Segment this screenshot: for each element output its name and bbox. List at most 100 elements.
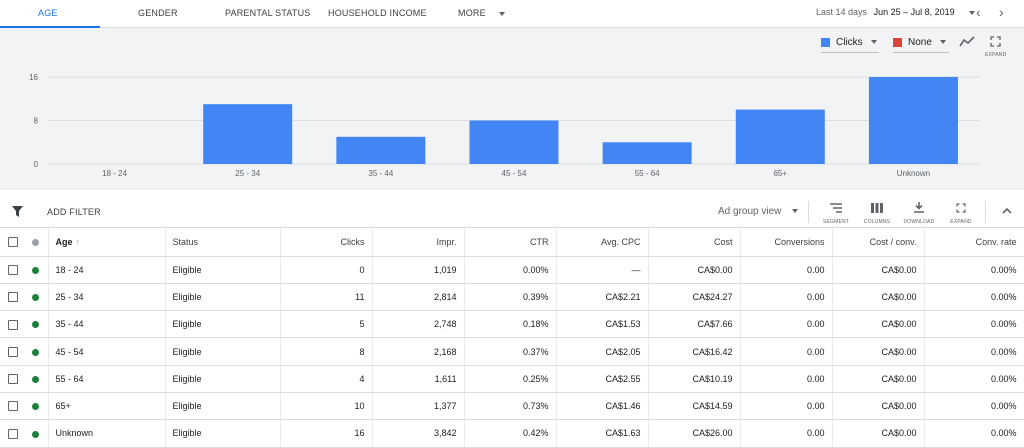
sort-ascending-icon: ↑ [75, 236, 81, 247]
row-checkbox[interactable] [8, 319, 18, 330]
x-tick-label: 65+ [773, 169, 787, 178]
conversions-cell: 0.00 [740, 283, 833, 312]
chevron-down-icon [792, 209, 799, 214]
tab-household-income[interactable]: HOUSEHOLD INCOME [328, 8, 427, 18]
y-tick-label: 8 [34, 117, 39, 126]
row-select-cell [0, 256, 24, 284]
conv-rate-cell: 0.00% [924, 337, 1024, 366]
tab-gender[interactable]: GENDER [138, 8, 178, 18]
chevron-up-icon[interactable] [1002, 207, 1012, 214]
row-checkbox[interactable] [8, 346, 18, 357]
x-tick-label: 55 - 64 [635, 169, 660, 178]
y-tick-label: 16 [29, 73, 38, 82]
ctr-cell: 0.39% [464, 283, 557, 312]
table-row: 18 - 24 Eligible 0 1,019 0.00% — CA$0.00 0.00 CA… [0, 256, 1024, 284]
column-header-cost-per-conv[interactable]: Cost / conv. [832, 228, 925, 257]
age-cell: 25 - 34 [48, 283, 166, 312]
fullscreen-icon[interactable] [990, 36, 1001, 47]
row-checkbox[interactable] [8, 428, 18, 439]
download-label: DOWNLOAD [903, 219, 935, 225]
row-status-dot-cell [24, 365, 49, 393]
chart-panel: Clicks None EXPAND 16 8 0 18 - 24 25 - 34 35 … [0, 28, 1024, 190]
row-checkbox[interactable] [8, 401, 18, 412]
status-dot-icon [32, 430, 40, 438]
conv-rate-cell: 0.00% [924, 283, 1024, 312]
status-cell: Eligible [165, 256, 281, 284]
segment-icon [830, 203, 842, 213]
row-checkbox[interactable] [8, 292, 18, 303]
impressions-cell: 2,168 [372, 337, 465, 366]
age-cell: 18 - 24 [48, 256, 166, 284]
table-row: 65+ Eligible 10 1,377 0.73% CA$1.46 CA$14.59 0.… [0, 392, 1024, 421]
row-checkbox[interactable] [8, 374, 18, 385]
select-all-checkbox[interactable] [8, 237, 18, 248]
segment-button[interactable]: SEGMENT [816, 200, 856, 225]
previous-period-icon[interactable]: ‹ [976, 4, 981, 20]
column-header-clicks[interactable]: Clicks [280, 228, 373, 257]
table-row: 35 - 44 Eligible 5 2,748 0.18% CA$1.53 CA$7.66… [0, 310, 1024, 339]
ad-group-view-select[interactable]: Ad group view [718, 206, 799, 217]
x-tick-label: 45 - 54 [502, 169, 527, 178]
columns-button[interactable]: COLUMNS [857, 200, 897, 225]
toolbar-divider [808, 201, 809, 223]
age-cell: 45 - 54 [48, 337, 166, 366]
expand-table-button[interactable]: EXPAND [941, 200, 981, 225]
clicks-cell: 0 [280, 256, 373, 284]
age-performance-table: Age ↑ Status Clicks Impr. CTR Avg. CPC Co… [0, 228, 1024, 448]
cost-per-conv-cell: CA$0.00 [832, 283, 925, 312]
column-header-status[interactable]: Status [165, 228, 281, 257]
cost-per-conv-cell: CA$0.00 [832, 419, 925, 448]
avg-cpc-cell: CA$1.53 [556, 310, 649, 339]
row-checkbox[interactable] [8, 264, 18, 275]
tab-age[interactable]: AGE [38, 8, 58, 18]
age-cell: Unknown [48, 419, 166, 448]
x-tick-label: Unknown [897, 169, 930, 178]
date-range-picker[interactable]: Last 14 days Jun 25 – Jul 8, 2019 [816, 7, 976, 17]
column-header-conversions[interactable]: Conversions [740, 228, 833, 257]
metric-selector-primary[interactable]: Clicks [821, 34, 879, 53]
cost-per-conv-cell: CA$0.00 [832, 365, 925, 393]
ctr-cell: 0.42% [464, 419, 557, 448]
column-header-age-label: Age [55, 236, 73, 247]
avg-cpc-cell: — [556, 256, 649, 284]
trend-line-icon[interactable] [959, 36, 975, 48]
select-all-cell [0, 228, 24, 257]
next-period-icon[interactable]: › [999, 4, 1004, 20]
conv-rate-cell: 0.00% [924, 365, 1024, 393]
status-cell: Eligible [165, 337, 281, 366]
conversions-cell: 0.00 [740, 256, 833, 284]
age-cell: 65+ [48, 392, 166, 421]
add-filter-button[interactable]: ADD FILTER [47, 207, 101, 217]
avg-cpc-cell: CA$1.46 [556, 392, 649, 421]
status-dot-icon [32, 348, 40, 356]
status-dot-icon [32, 375, 40, 383]
column-header-avg-cpc[interactable]: Avg. CPC [556, 228, 649, 257]
column-header-conv-rate[interactable]: Conv. rate [924, 228, 1024, 257]
download-button[interactable]: DOWNLOAD [899, 200, 939, 225]
clicks-cell: 4 [280, 365, 373, 393]
chevron-down-icon [870, 40, 877, 44]
column-header-ctr[interactable]: CTR [464, 228, 557, 257]
fullscreen-icon [956, 203, 966, 213]
chevron-down-icon [498, 11, 505, 16]
row-status-dot-cell [24, 419, 49, 448]
column-header-impressions[interactable]: Impr. [372, 228, 465, 257]
tab-more[interactable]: MORE [458, 8, 505, 18]
row-select-cell [0, 283, 24, 312]
clicks-cell: 5 [280, 310, 373, 339]
cost-cell: CA$14.59 [648, 392, 741, 421]
ctr-cell: 0.37% [464, 337, 557, 366]
row-status-dot-cell [24, 310, 49, 339]
conv-rate-cell: 0.00% [924, 256, 1024, 284]
avg-cpc-cell: CA$2.05 [556, 337, 649, 366]
select-underline [821, 52, 879, 53]
filter-icon[interactable] [12, 206, 23, 217]
impressions-cell: 2,814 [372, 283, 465, 312]
cost-per-conv-cell: CA$0.00 [832, 256, 925, 284]
column-header-age[interactable]: Age ↑ [48, 228, 166, 257]
metric-selector-secondary[interactable]: None [893, 34, 949, 53]
segment-label: SEGMENT [822, 219, 850, 225]
tab-parental-status[interactable]: PARENTAL STATUS [225, 8, 311, 18]
column-header-cost[interactable]: Cost [648, 228, 741, 257]
status-cell: Eligible [165, 365, 281, 393]
